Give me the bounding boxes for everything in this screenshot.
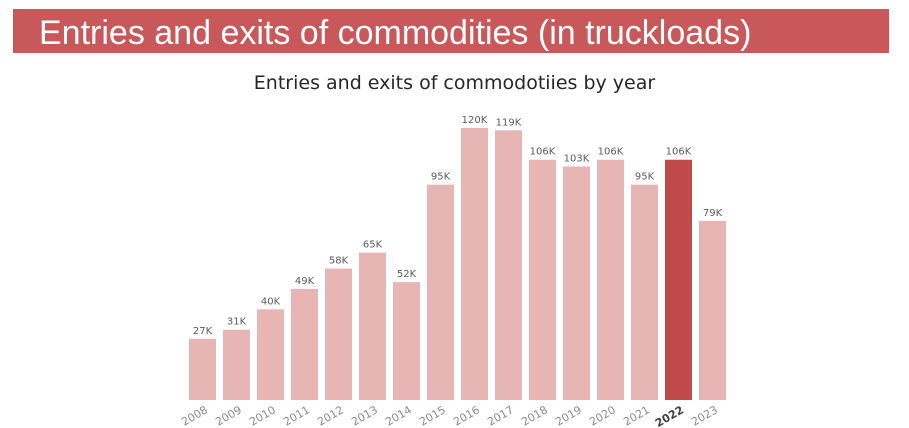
x-tick-label-2023: 2023 (689, 403, 720, 428)
x-tick-label-2008: 2008 (179, 403, 210, 428)
data-label-2022: 106K (666, 147, 692, 158)
x-tick-label-2010: 2010 (247, 403, 278, 428)
data-label-2020: 106K (598, 147, 624, 158)
bar-2022[interactable] (665, 159, 692, 400)
x-tick-label-2019: 2019 (553, 403, 584, 428)
bar-2015[interactable] (427, 184, 454, 400)
bar-2014[interactable] (393, 282, 420, 400)
x-tick-label-2015: 2015 (417, 403, 448, 428)
data-label-2015: 95K (431, 172, 451, 183)
bar-2016[interactable] (461, 128, 488, 400)
bar-2020[interactable] (597, 159, 624, 400)
x-tick-label-2011: 2011 (281, 403, 312, 428)
bar-2008[interactable] (189, 338, 216, 400)
data-label-2010: 40K (261, 296, 281, 307)
data-label-2011: 49K (295, 276, 315, 287)
page-title: Entries and exits of commodities (in tru… (39, 14, 752, 52)
data-label-2014: 52K (397, 269, 417, 280)
data-label-2008: 27K (193, 326, 213, 337)
data-label-2017: 119K (496, 117, 522, 128)
x-tick-label-2021: 2021 (621, 403, 652, 428)
title-banner: Entries and exits of commodities (in tru… (13, 9, 889, 53)
bar-2010[interactable] (257, 309, 284, 400)
x-tick-label-2014: 2014 (383, 403, 414, 428)
x-tick-label-2020: 2020 (587, 403, 618, 428)
data-label-2016: 120K (462, 115, 488, 126)
x-tick-label-2009: 2009 (213, 403, 244, 428)
x-tick-label-2013: 2013 (349, 403, 380, 428)
bar-2019[interactable] (563, 166, 590, 400)
bar-2012[interactable] (325, 268, 352, 400)
bar-2018[interactable] (529, 159, 556, 400)
x-tick-label-2012: 2012 (315, 403, 346, 428)
x-tick-label-2016: 2016 (451, 403, 482, 428)
x-tick-label-2017: 2017 (485, 403, 516, 428)
bar-2013[interactable] (359, 252, 386, 400)
chart-title: Entries and exits of commodotiies by yea… (253, 72, 656, 94)
data-label-2012: 58K (329, 256, 349, 267)
x-tick-label-2022: 2022 (653, 403, 686, 428)
bar-2011[interactable] (291, 288, 318, 400)
bar-2009[interactable] (223, 329, 250, 400)
bar-2017[interactable] (495, 130, 522, 400)
data-label-2013: 65K (363, 240, 383, 251)
data-label-2009: 31K (227, 317, 247, 328)
data-label-2023: 79K (703, 208, 723, 219)
bar-2023[interactable] (699, 220, 726, 400)
x-tick-label-2018: 2018 (519, 403, 550, 428)
data-label-2021: 95K (635, 172, 655, 183)
data-label-2019: 103K (564, 154, 590, 165)
data-label-2018: 106K (530, 147, 556, 158)
bar-2021[interactable] (631, 184, 658, 400)
